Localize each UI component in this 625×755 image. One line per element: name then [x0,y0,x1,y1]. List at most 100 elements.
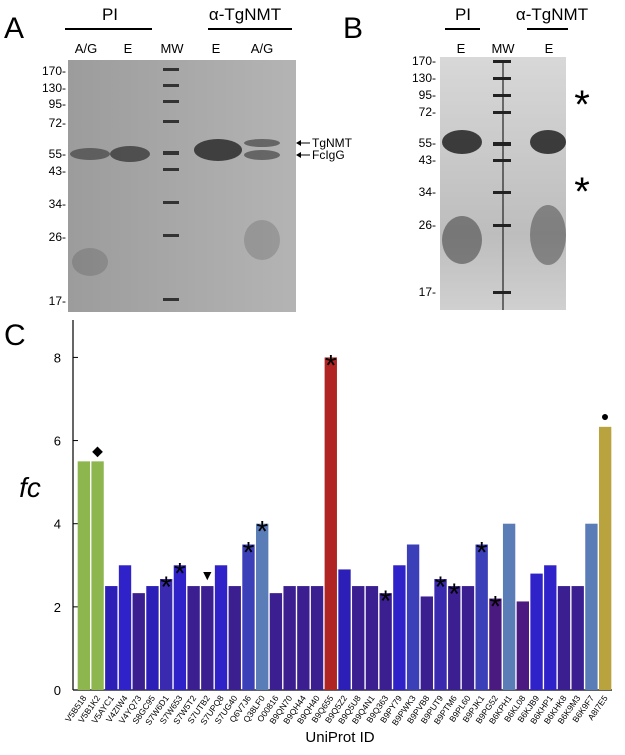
bar [310,586,324,690]
mw-marker: 170- [412,54,436,68]
mw-marker: 43- [49,164,66,178]
lane-label: MW [491,41,515,56]
arrow-label: FcIgG [312,148,345,162]
mw-marker: 72- [49,116,66,130]
y-axis-label: fc [19,472,41,503]
annotation: * [256,516,268,549]
group-label: α-TgNMT [209,5,281,24]
group-label: PI [102,5,118,24]
annotation: * [174,557,186,590]
bar [269,593,283,690]
bar [187,586,200,690]
bar [544,565,557,690]
lane-label: A/G [251,41,273,56]
bar [530,573,543,690]
y-tick-label: 8 [54,350,61,365]
mw-marker: 34- [419,185,436,199]
lane-label: E [212,41,221,56]
mw-marker: 95- [49,97,66,111]
group-label: α-TgNMT [516,5,588,24]
annotation: ◆ [92,442,103,458]
bar [77,461,91,690]
annotation: * [490,591,502,624]
panel-b: B PI α-TgNMT E MW E 170- 130- 95- 72- 55… [343,5,590,310]
mw-markers: 170- 130- 95- 72- 55- 43- 34- 26- 17- [412,54,436,299]
bar [324,357,337,690]
bar [420,596,433,690]
bar [283,586,296,690]
bar [256,523,269,690]
bar [228,586,241,690]
bar [297,586,310,690]
arrow-label: TgNMT [312,136,353,150]
lane-label: E [124,41,133,56]
y-tick-label: 2 [54,600,61,615]
bar [365,586,379,690]
y-tick-label: 6 [54,434,61,449]
panel-label: C [4,319,26,352]
asterisk: * [574,83,590,127]
mw-markers: 170- 130- 95- 72- 55- 43- 34- 26- 17- [42,64,66,308]
bar [214,565,228,690]
mw-marker: 43- [419,153,436,167]
lane-label: E [545,41,554,56]
arrow-head [296,152,301,158]
bar [502,523,516,690]
arrow-head [296,140,301,146]
lane-label: A/G [75,41,97,56]
mw-marker: 17- [49,294,66,308]
annotation: * [435,571,447,604]
bar [406,544,420,690]
bar [516,601,530,690]
mw-marker: 130- [42,81,66,95]
gel-image [68,60,296,312]
panel-label: B [343,12,363,45]
panel-a: A PI α-TgNMT A/G E MW E A/G 170- 130- 95 [4,5,353,312]
bar [352,586,365,690]
asterisk: * [574,170,590,214]
bar [173,565,187,690]
bar [338,569,351,690]
annotation: ● [601,408,609,424]
mw-marker: 72- [419,105,436,119]
panel-label: A [4,12,24,45]
bar [585,523,598,690]
gel-bands [442,60,566,310]
mw-marker: 55- [49,147,66,161]
group-label: PI [455,5,471,24]
bar [475,544,488,690]
bar [105,586,118,690]
annotation: * [476,536,488,569]
lane-label: E [457,41,466,56]
bar [146,586,159,690]
mw-marker: 130- [412,71,436,85]
bar [571,586,584,690]
annotation: * [380,585,392,618]
bar [242,544,255,690]
gel-bands [70,68,280,301]
annotation: * [325,349,337,382]
bar [393,565,406,690]
mw-marker: 95- [419,88,436,102]
mw-marker: 26- [49,230,66,244]
bar [201,586,214,690]
bar [379,593,392,690]
mw-marker: 17- [419,285,436,299]
x-axis-label: UniProt ID [305,729,374,746]
mw-marker: 170- [42,64,66,78]
bar [598,426,612,690]
bar [434,579,447,690]
y-tick-label: 0 [54,683,61,698]
annotation: ▼ [200,567,214,583]
bar [557,586,571,690]
annotation: * [160,571,172,604]
annotation: * [448,578,460,611]
bar [118,565,132,690]
mw-marker: 34- [49,197,66,211]
panel-c: C fc UniProt ID 02468V5B518V5B1K2V5AYC1V… [4,319,612,746]
y-tick-label: 4 [54,517,61,532]
annotation: * [243,536,255,569]
bar [132,593,145,690]
bar [91,461,104,690]
